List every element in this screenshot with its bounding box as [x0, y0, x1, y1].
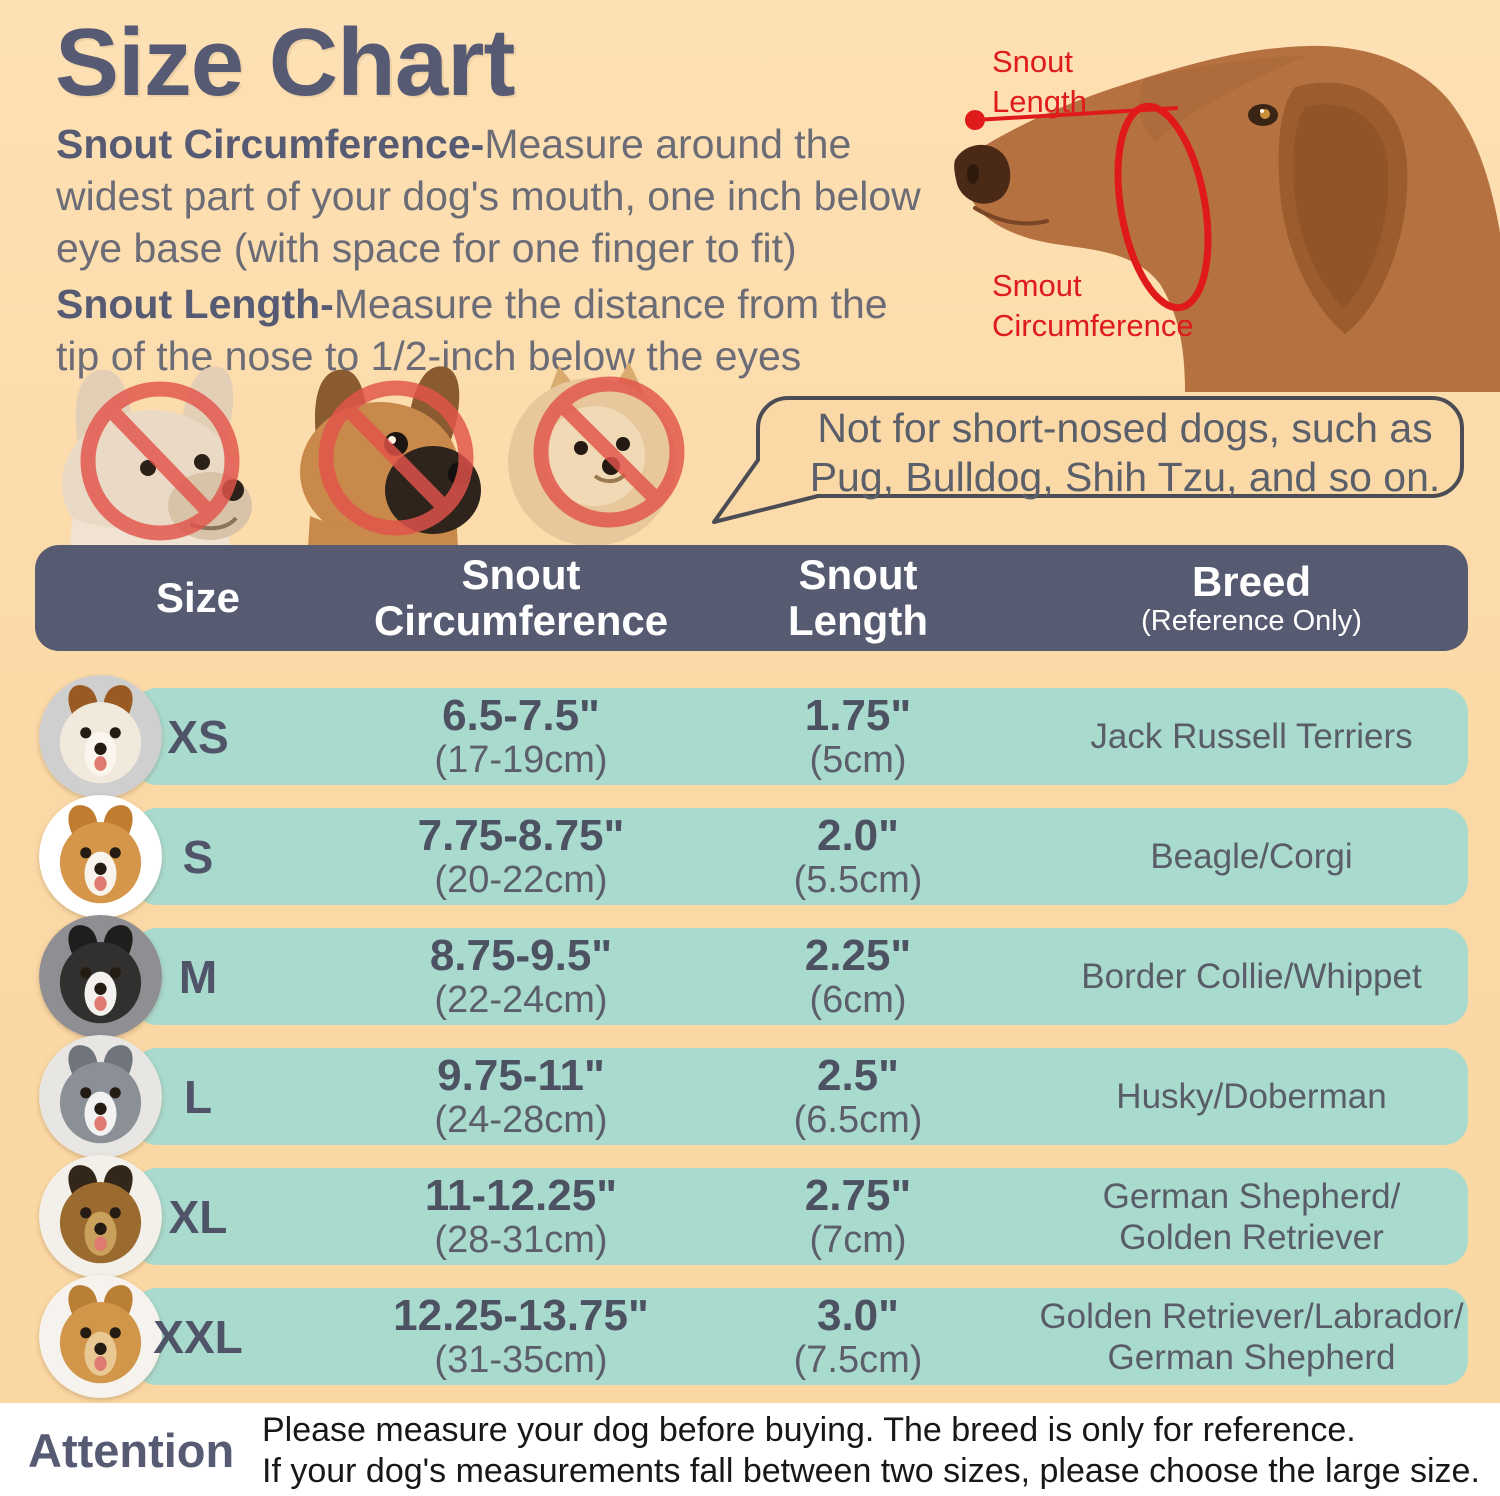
vizsla-head-photo: [954, 45, 1500, 392]
attention-text: Please measure your dog before buying. T…: [262, 1411, 1480, 1490]
table-rows: XS 6.5-7.5" (17-19cm) 1.75" (5cm) Jack R…: [35, 675, 1468, 1408]
length-cell: 2.0" (5.5cm): [681, 810, 1035, 901]
breed-value: Golden Retriever/Labrador/ German Shephe…: [1039, 1296, 1464, 1377]
column-breed: Breed (Reference Only): [1035, 558, 1468, 638]
length-cm: (7cm): [809, 1218, 907, 1261]
snout-circumference-instructions: Snout Circumference-Measure around the w…: [56, 118, 996, 274]
circumference-cell: 12.25-13.75" (31-35cm): [361, 1290, 681, 1381]
table-row: S 7.75-8.75" (20-22cm) 2.0" (5.5cm) Beag…: [35, 795, 1468, 918]
row-background: [133, 1288, 1468, 1385]
length-cell: 2.75" (7cm): [681, 1170, 1035, 1261]
circumference-inches: 8.75-9.5": [429, 930, 613, 980]
column-snout-length: Snout Length: [788, 551, 928, 644]
column-size: Size: [155, 574, 241, 621]
length-cm: (5.5cm): [793, 858, 923, 901]
row-background: [133, 1168, 1468, 1265]
table-row: XL 11-12.25" (28-31cm) 2.75" (7cm) Germa…: [35, 1155, 1468, 1278]
length-cell: 1.75" (5cm): [681, 690, 1035, 781]
snout-circumference-text: Measure around the widest part of your d…: [56, 121, 921, 271]
table-row: XXL 12.25-13.75" (31-35cm) 3.0" (7.5cm) …: [35, 1275, 1468, 1398]
breed-value: German Shepherd/ Golden Retriever: [1102, 1176, 1401, 1257]
page-title: Size Chart: [55, 9, 515, 116]
length-cell: 3.0" (7.5cm): [681, 1290, 1035, 1381]
diagram-snout-circumference-label: Smout Circumference: [992, 268, 1194, 343]
circumference-inches: 11-12.25": [424, 1170, 618, 1220]
column-snout-circumference: Snout Circumference: [373, 551, 669, 644]
circumference-cell: 11-12.25" (28-31cm): [361, 1170, 681, 1261]
column-breed-title: Breed: [1191, 558, 1312, 605]
length-cell: 2.5" (6.5cm): [681, 1050, 1035, 1141]
column-breed-note: (Reference Only): [1141, 605, 1362, 637]
prohibition-icon: [80, 381, 240, 541]
row-background: [133, 808, 1468, 905]
circumference-inches: 9.75-11": [437, 1050, 605, 1100]
breed-value: Jack Russell Terriers: [1090, 717, 1413, 756]
attention-footer: Attention Please measure your dog before…: [0, 1403, 1500, 1496]
snout-circumference-label: Snout Circumference-: [56, 121, 485, 167]
table-row: L 9.75-11" (24-28cm) 2.5" (6.5cm) Husky/…: [35, 1035, 1468, 1158]
bulldog-photo: [278, 360, 493, 548]
dog-photo: [39, 915, 162, 1038]
length-inches: 2.75": [804, 1170, 912, 1220]
length-inches: 3.0": [816, 1290, 900, 1340]
circumference-cell: 7.75-8.75" (20-22cm): [361, 810, 681, 901]
length-cell: 2.25" (6cm): [681, 930, 1035, 1021]
length-cm: (7.5cm): [793, 1338, 923, 1381]
dog-photo: [39, 675, 162, 798]
pomeranian-photo: [497, 360, 687, 548]
size-value: L: [183, 1070, 213, 1123]
row-background: [133, 688, 1468, 785]
table-row: XS 6.5-7.5" (17-19cm) 1.75" (5cm) Jack R…: [35, 675, 1468, 798]
measurement-annotations: [965, 102, 1212, 312]
circumference-cm: (24-28cm): [434, 1098, 608, 1141]
size-value: XXL: [153, 1310, 243, 1363]
snout-length-label: Snout Length-: [56, 281, 334, 327]
length-inches: 2.5": [816, 1050, 900, 1100]
circumference-cell: 8.75-9.5" (22-24cm): [361, 930, 681, 1021]
prohibition-icon: [318, 380, 474, 536]
french-bulldog-photo: [30, 356, 265, 558]
length-inches: 1.75": [804, 690, 912, 740]
dog-photo: [39, 1155, 162, 1278]
breed-value: Husky/Doberman: [1116, 1077, 1387, 1116]
breed-value: Border Collie/Whippet: [1081, 957, 1422, 996]
table-header: Size Snout Circumference Snout Length Br…: [35, 545, 1468, 651]
row-background: [133, 1048, 1468, 1145]
circumference-cell: 6.5-7.5" (17-19cm): [361, 690, 681, 781]
size-value: M: [178, 950, 218, 1003]
dog-photo: [39, 1275, 162, 1398]
circumference-cm: (22-24cm): [434, 978, 608, 1021]
length-cm: (6.5cm): [793, 1098, 923, 1141]
size-value: XL: [168, 1190, 228, 1243]
breed-value: Beagle/Corgi: [1150, 837, 1353, 876]
length-cm: (5cm): [809, 738, 907, 781]
attention-label: Attention: [28, 1424, 235, 1477]
circumference-cm: (31-35cm): [434, 1338, 608, 1381]
row-background: [133, 928, 1468, 1025]
circumference-cm: (17-19cm): [434, 738, 608, 781]
length-inches: 2.25": [804, 930, 912, 980]
length-inches: 2.0": [816, 810, 900, 860]
table-row: M 8.75-9.5" (22-24cm) 2.25" (6cm) Border…: [35, 915, 1468, 1038]
circumference-inches: 12.25-13.75": [393, 1290, 649, 1340]
size-value: XS: [167, 710, 229, 763]
circumference-inches: 6.5-7.5": [442, 690, 600, 740]
circumference-cm: (20-22cm): [434, 858, 608, 901]
circumference-cm: (28-31cm): [434, 1218, 608, 1261]
diagram-snout-length-label: Snout Length: [992, 44, 1087, 119]
dog-photo: [39, 1035, 162, 1158]
circumference-cell: 9.75-11" (24-28cm): [361, 1050, 681, 1141]
prohibition-icon: [533, 376, 685, 528]
warning-bubble-text: Not for short-nosed dogs, such as Pug, B…: [809, 405, 1441, 500]
speech-bubble: [712, 396, 1464, 524]
length-cm: (6cm): [809, 978, 907, 1021]
dog-photo: [39, 795, 162, 918]
size-value: S: [182, 830, 214, 883]
circumference-inches: 7.75-8.75": [417, 810, 625, 860]
